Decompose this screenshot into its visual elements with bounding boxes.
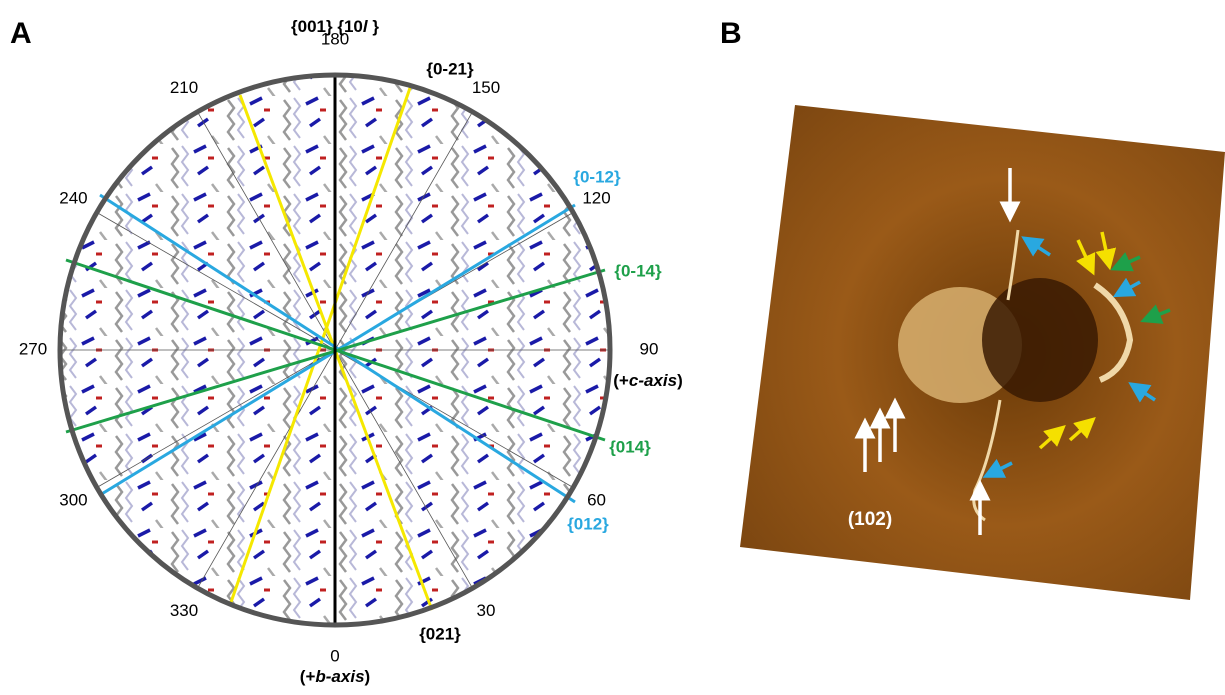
angle-label: 120 <box>582 188 610 207</box>
axis-label: (+c-axis) <box>613 371 682 390</box>
family-label: {014} <box>609 437 651 456</box>
zone-label-part: } <box>368 17 380 36</box>
angle-label: 330 <box>170 601 198 620</box>
plane-label: (102) <box>848 509 892 530</box>
angle-label: 150 <box>472 78 500 97</box>
angle-label: 300 <box>59 490 87 509</box>
figure: A {001} {10l } (+c-axis) (+b-axis) {0-21… <box>0 0 1225 690</box>
axis-label-part: c-axis <box>629 371 677 390</box>
afm-feature <box>982 278 1098 402</box>
axis-label-part: b-axis <box>315 667 364 686</box>
angle-label: 60 <box>587 490 606 509</box>
axis-label-part: ) <box>365 667 371 686</box>
angle-label: 240 <box>59 188 87 207</box>
angle-label: 210 <box>170 78 198 97</box>
axis-label-part: ) <box>677 371 683 390</box>
family-label: {012} <box>567 514 609 533</box>
family-label: {0-14} <box>614 261 662 280</box>
angle-label: 180 <box>321 29 349 48</box>
family-label: {0-21} <box>426 59 474 78</box>
family-label: {0-12} <box>573 167 621 186</box>
angle-label: 90 <box>640 339 659 358</box>
angle-label: 30 <box>477 601 496 620</box>
angle-label: 270 <box>19 339 47 358</box>
axis-label: (+b-axis) <box>300 667 370 686</box>
axis-label-part: (+ <box>613 371 629 390</box>
family-label: {021} <box>419 624 461 643</box>
axis-label-part: (+ <box>300 667 316 686</box>
panel-label: A <box>10 17 32 50</box>
angle-label: 0 <box>330 646 339 665</box>
panel-label: B <box>720 17 742 50</box>
